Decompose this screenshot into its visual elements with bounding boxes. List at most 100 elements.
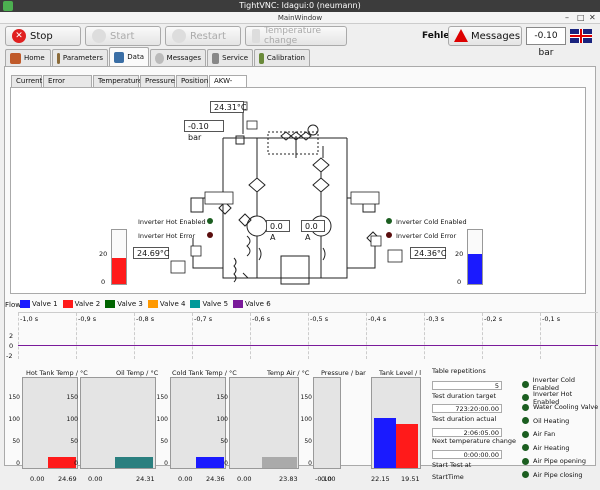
gauge-5 <box>313 377 341 469</box>
gauge-title: Tank Level / l <box>379 369 422 377</box>
status-led <box>522 430 529 438</box>
legend-valve-label: Valve 2 <box>74 300 101 308</box>
gauge-value: 19.51 <box>401 475 420 483</box>
hot-tank-level-gauge <box>111 229 127 285</box>
subtab-error-detection[interactable]: Error Detection <box>43 75 92 96</box>
fehler-label: Fehler <box>422 31 454 41</box>
inverter-cold-error-label: Inverter Cold Error <box>396 232 457 240</box>
y-tick-minus2: -2 <box>6 352 13 360</box>
start-button[interactable]: Start <box>85 26 161 46</box>
status-indicator: Oil Heating <box>522 417 569 425</box>
gauge-bar <box>115 456 154 468</box>
gauge-axis-tick: 50 <box>12 438 20 445</box>
subtab-current[interactable]: Current <box>11 75 42 87</box>
gauge-background <box>23 378 77 468</box>
status-led <box>522 403 529 411</box>
timeline-gridline <box>424 313 425 359</box>
timeline-gridline <box>366 313 367 359</box>
status-led <box>522 417 529 424</box>
gauge-min-value: 0.00 <box>237 475 252 483</box>
gauge-2 <box>80 377 156 469</box>
gauge-axis-tick: 0 <box>224 460 228 467</box>
gauge-value: 23.83 <box>279 475 298 483</box>
test-duration-target-label: Test duration target <box>432 392 497 400</box>
tab-service-label: Service <box>222 54 248 62</box>
gauge-axis-tick: 100 <box>300 416 312 423</box>
next-temperature-change-label: Next temperature change <box>432 437 517 445</box>
uk-flag-icon[interactable] <box>570 29 592 43</box>
gauge-axis-tick: 0 <box>74 460 78 467</box>
cold-tank-scale-min: 0 <box>457 278 462 286</box>
tools-icon <box>212 52 220 64</box>
tab-calibration[interactable]: Calibration <box>254 49 310 66</box>
restart-button[interactable]: Restart <box>165 26 241 46</box>
close-icon[interactable]: ✕ <box>589 13 596 22</box>
gauge-axis-tick: 100 <box>66 416 78 423</box>
inverter-cold-error-led <box>386 232 392 238</box>
inverter-hot-error-label: Inverter Hot Error <box>138 232 196 240</box>
hot-tank-scale-max: 20 <box>99 250 108 258</box>
subtab-pressure[interactable]: Pressure <box>140 75 175 87</box>
chart-icon <box>114 51 125 63</box>
status-indicator: Air Pipe opening <box>522 457 586 465</box>
gauge-3 <box>170 377 226 469</box>
gauge-axis-tick: 0 <box>16 460 20 467</box>
minimize-icon[interactable]: – <box>565 13 569 22</box>
start-time-label: StartTime <box>432 473 464 481</box>
subtab-position[interactable]: Position <box>176 75 208 87</box>
gauge-background <box>81 378 155 468</box>
warning-icon <box>454 29 468 42</box>
legend-swatch-4 <box>147 300 158 308</box>
gauge-axis-tick: 150 <box>216 394 228 401</box>
valve-legend: Flow Valve 1 Valve 2 Valve 3 Valve 4 Valve 5… <box>0 300 600 310</box>
timeline-tick-label: -0,3 s <box>426 315 445 323</box>
tab-messages[interactable]: Messages <box>150 49 206 66</box>
valve-6-series-line <box>18 345 598 346</box>
gauge-background <box>314 378 340 468</box>
gauge-axis-tick: 50 <box>220 438 228 445</box>
table-repetitions-value: 5 <box>432 381 502 390</box>
gauge-axis-tick: 50 <box>70 438 78 445</box>
gauge-axis-tick: 100 <box>8 416 20 423</box>
left-temperature-value: 24.69°C <box>133 247 170 259</box>
legend-valve-5: Valve 5 <box>190 300 228 308</box>
tab-data[interactable]: Data <box>109 47 149 66</box>
tank-level-bar-cold <box>374 418 396 468</box>
hot-tank-scale-min: 0 <box>101 278 106 286</box>
messages-button[interactable]: Messages <box>448 26 522 46</box>
status-label: Oil Heating <box>533 416 570 425</box>
schematic-drawing <box>170 101 403 285</box>
status-label: Air Pipe opening <box>533 457 587 465</box>
tab-home[interactable]: Home <box>5 49 51 66</box>
tab-parameters[interactable]: Parameters <box>52 49 108 66</box>
top-temperature-value: 24.31°C <box>210 101 247 113</box>
legend-valve-3: Valve 3 <box>105 300 143 308</box>
timeline-gridline <box>192 313 193 359</box>
tab-service[interactable]: Service <box>207 49 253 66</box>
maximize-icon[interactable]: □ <box>577 13 585 22</box>
timeline-gridline <box>540 313 541 359</box>
restart-icon <box>172 29 186 43</box>
stop-button[interactable]: ✕ Stop <box>5 26 81 46</box>
status-label: Air Heating <box>533 443 570 452</box>
timeline-gridline <box>308 313 309 359</box>
gauge-title: Cold Tank Temp / °C <box>172 369 237 377</box>
gauge-title: Temp Air / °C <box>267 369 310 377</box>
legend-valve-1: Valve 1 <box>20 300 58 308</box>
subtab-temperature[interactable]: Temperature <box>93 75 142 87</box>
vnc-logo-icon <box>3 1 13 11</box>
temperature-change-button[interactable]: Temperature change <box>245 26 347 46</box>
gauge-axis-tick: 50 <box>160 438 168 445</box>
timeline-tick-label: -0,5 s <box>310 315 329 323</box>
vnc-title: TightVNC: ldagui:0 (neumann) <box>239 1 361 10</box>
timeline-tick-label: -1,0 s <box>20 315 39 323</box>
restart-label: Restart <box>190 30 226 42</box>
status-led <box>522 457 529 465</box>
gauge-value: 24.31 <box>136 475 155 483</box>
gauge-min-value: 0.00 <box>178 475 193 483</box>
status-indicator: Inverter Hot Enabled <box>522 390 600 406</box>
timeline-tick-label: -0,2 s <box>484 315 503 323</box>
legend-swatch-2 <box>62 300 73 308</box>
inverter-cold-enabled-label: Inverter Cold Enabled <box>396 218 467 226</box>
tab-calibration-label: Calibration <box>266 54 305 62</box>
